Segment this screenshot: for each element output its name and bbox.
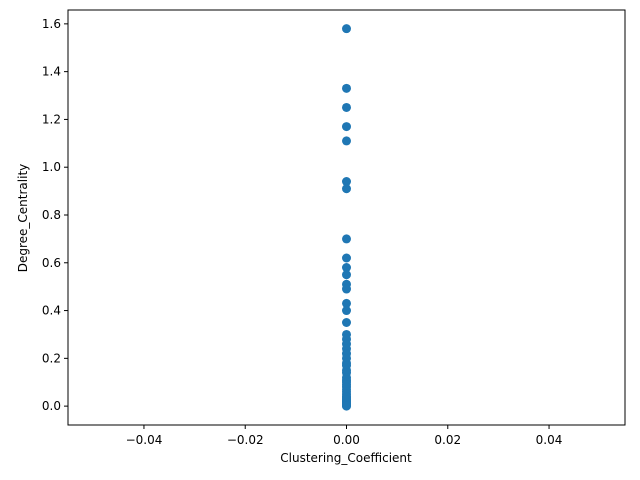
- data-point: [342, 184, 351, 194]
- data-point: [342, 284, 351, 294]
- data-point: [342, 270, 351, 280]
- x-tick-label: 0.04: [536, 433, 563, 447]
- data-point: [342, 122, 351, 132]
- y-tick-label: 0.4: [42, 304, 61, 318]
- data-point: [342, 298, 351, 308]
- x-tick-label: −0.02: [227, 433, 264, 447]
- data-point: [342, 253, 351, 263]
- x-tick-label: 0.00: [333, 433, 360, 447]
- y-axis-ticks: 0.0 0.2 0.4 0.6 0.8 1.0 1.2 1.4 1.6: [42, 17, 68, 413]
- x-tick-label: −0.04: [126, 433, 163, 447]
- y-axis-label: Degree_Centrality: [16, 164, 30, 273]
- x-axis-label: Clustering_Coefficient: [280, 451, 412, 465]
- data-point: [342, 177, 351, 187]
- y-tick-label: 1.4: [42, 65, 61, 79]
- data-points: [342, 24, 351, 411]
- data-point: [342, 318, 351, 328]
- y-tick-label: 0.8: [42, 208, 61, 222]
- data-point: [342, 234, 351, 244]
- y-tick-label: 0.0: [42, 399, 61, 413]
- data-point: [342, 136, 351, 146]
- x-axis-ticks: −0.04 −0.02 0.00 0.02 0.04: [126, 425, 563, 447]
- data-point: [342, 24, 351, 34]
- plot-area-frame: [67, 9, 626, 426]
- data-point: [342, 263, 351, 273]
- data-point: [342, 83, 351, 93]
- x-tick-label: 0.02: [434, 433, 461, 447]
- y-tick-label: 0.2: [42, 351, 61, 365]
- y-tick-label: 0.6: [42, 256, 61, 270]
- data-point: [342, 401, 351, 411]
- data-point: [342, 306, 351, 316]
- data-point: [342, 102, 351, 112]
- y-tick-label: 1.2: [42, 112, 61, 126]
- y-tick-label: 1.0: [42, 160, 61, 174]
- y-tick-label: 1.6: [42, 17, 61, 31]
